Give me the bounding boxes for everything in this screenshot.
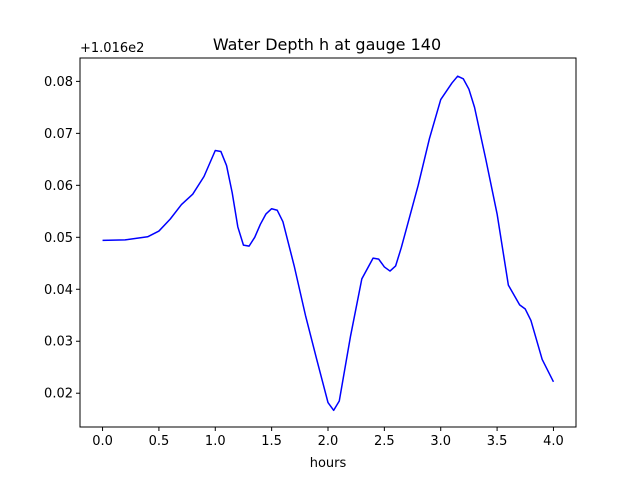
y-tick-label: 0.07 [44, 127, 73, 142]
chart-title: Water Depth h at gauge 140 [213, 35, 441, 54]
x-tick-label: 2.0 [318, 434, 339, 449]
plot-layer [102, 75, 555, 412]
x-tick-label: 0.0 [92, 434, 113, 449]
y-tick-label: 0.05 [44, 231, 73, 246]
y-tick-label: 0.03 [44, 335, 73, 350]
x-tick-label: 1.5 [261, 434, 282, 449]
x-tick-label: 2.5 [374, 434, 395, 449]
y-axis: 0.02 0.03 0.04 0.05 0.06 0.07 0.08 [44, 75, 80, 402]
x-tick-label: 4.0 [543, 434, 564, 449]
plot-area [80, 58, 576, 427]
y-offset-label: +1.016e2 [80, 41, 144, 56]
y-tick-label: 0.02 [44, 387, 73, 402]
y-tick-label: 0.04 [44, 283, 73, 298]
x-tick-label: 3.5 [487, 434, 508, 449]
x-tick-label: 1.0 [205, 434, 226, 449]
y-tick-label: 0.08 [44, 75, 73, 90]
x-tick-label: 3.0 [430, 434, 451, 449]
series-line-0 [102, 75, 555, 412]
x-tick-label: 0.5 [149, 434, 170, 449]
x-axis-label: hours [310, 456, 347, 471]
x-axis: 0.0 0.5 1.0 1.5 2.0 2.5 3.0 3.5 4.0 [92, 427, 564, 449]
y-tick-label: 0.06 [44, 179, 73, 194]
